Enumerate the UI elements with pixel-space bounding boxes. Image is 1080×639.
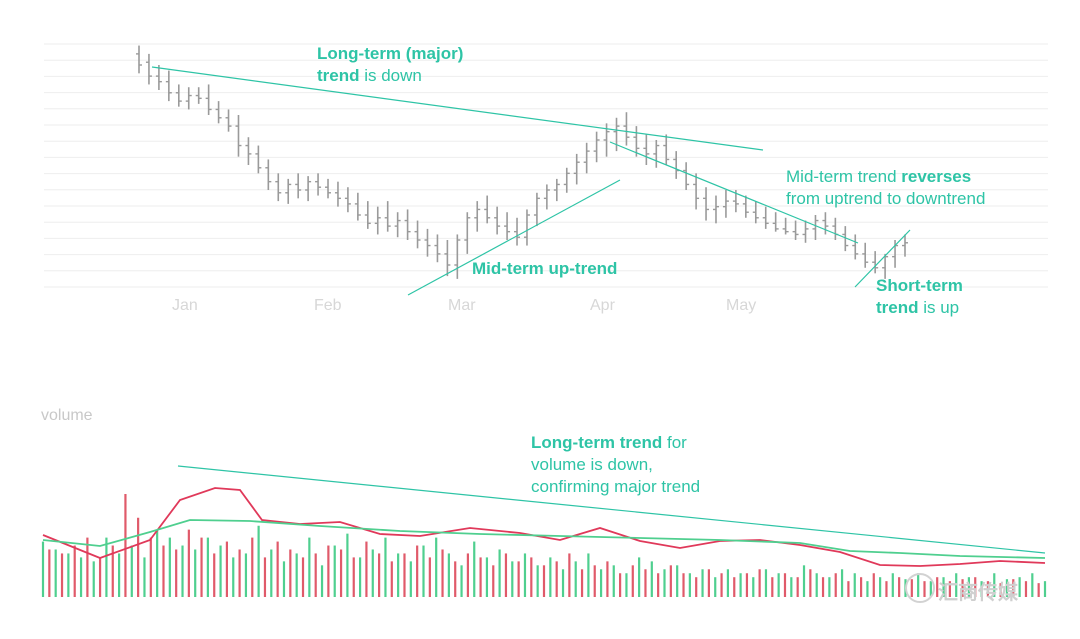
annotation-short-term-trend: Short-term trend is up (876, 276, 963, 317)
month-label-may: May (726, 297, 757, 314)
month-label-jan: Jan (172, 297, 198, 314)
volume-long-term-trend-line (177, 465, 1046, 554)
watermark-logo-icon (905, 573, 935, 603)
annotation-mid-term-reverses: Mid-term trend reverses from uptrend to … (786, 167, 986, 208)
volume-axis-title: volume (41, 407, 93, 424)
annotation-mid-term-up-trend: Mid-term up-trend (472, 259, 618, 278)
volume-ma-slow-line (42, 519, 1046, 559)
watermark-text: 汇商传媒 (938, 582, 1018, 604)
mid-term-up-trend-line (407, 179, 621, 296)
annotation-long-term-trend: Long-term (major) trend is down (317, 44, 464, 85)
volume-ma-fast-line (42, 487, 1046, 567)
month-label-apr: Apr (590, 297, 615, 314)
month-label-feb: Feb (314, 297, 342, 314)
annotation-volume-trend: Long-term trend for volume is down, conf… (531, 433, 701, 496)
short-term-trend-line (854, 229, 911, 288)
mid-term-down-trend-line (609, 141, 859, 244)
long-term-trend-line (151, 66, 764, 151)
month-label-mar: Mar (448, 297, 476, 314)
